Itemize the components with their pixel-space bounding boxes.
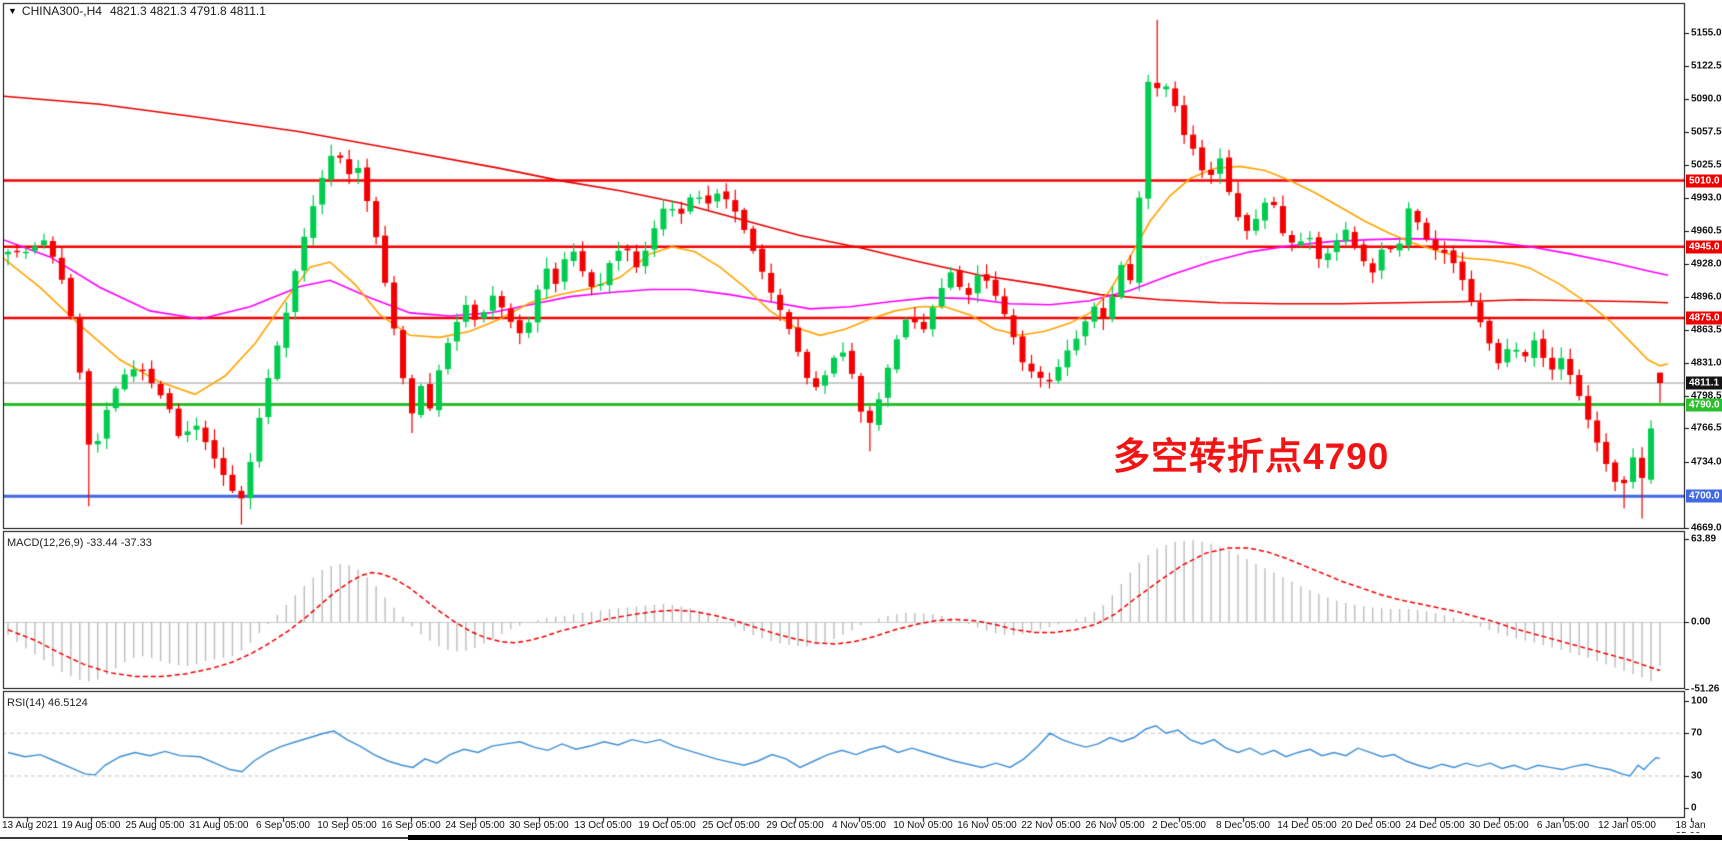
rsi-axis-label: 100 <box>1691 695 1708 707</box>
price-axis-label: 5057.5 <box>1691 126 1722 138</box>
date-axis-label: 26 Nov 05:00 <box>1085 820 1145 831</box>
price-axis[interactable]: 5155.0 5122.5 5090.0 5057.5 5025.5 4993.0 4960… <box>1686 0 1722 841</box>
price-annotation: 多空转折点4790 <box>1113 436 1390 477</box>
date-axis-label: 14 Dec 05:00 <box>1277 820 1337 831</box>
macd-indicator-label: MACD(12,26,9) -33.44 -37.33 <box>7 537 152 549</box>
price-axis-label: 4798.5 <box>1691 390 1722 402</box>
date-axis-label: 2 Dec 05:00 <box>1152 820 1206 831</box>
date-axis-label: 12 Jan 05:00 <box>1598 820 1656 831</box>
price-axis-label: 5155.0 <box>1691 27 1722 39</box>
rsi-axis-label: 0 <box>1691 802 1697 814</box>
rsi-axis-label: 70 <box>1691 727 1703 739</box>
price-axis-label: 4928.0 <box>1691 258 1722 270</box>
price-axis-label: 4896.0 <box>1691 291 1722 303</box>
price-axis-label: 4766.5 <box>1691 422 1722 434</box>
price-axis-label: 4831.0 <box>1691 357 1722 369</box>
date-axis-label: 22 Nov 05:00 <box>1021 820 1081 831</box>
pivot-4790-badge: 4790.0 <box>1686 398 1722 412</box>
date-axis-label: 16 Sep 05:00 <box>381 820 441 831</box>
date-axis-label: 25 Oct 05:00 <box>702 820 760 831</box>
resistance-5010-badge: 5010.0 <box>1686 174 1722 188</box>
macd-axis-label: 63.89 <box>1691 533 1717 545</box>
symbol-period-label: CHINA300-,H4 <box>21 4 102 18</box>
price-axis-label: 4669.0 <box>1691 522 1722 534</box>
date-axis-label: 10 Sep 05:00 <box>317 820 377 831</box>
support-4875-badge: 4875.0 <box>1686 311 1722 325</box>
macd-axis-label: 0.00 <box>1691 616 1711 628</box>
date-axis-label: 19 Oct 05:00 <box>638 820 696 831</box>
price-axis-label: 5025.5 <box>1691 159 1722 171</box>
date-axis-label: 8 Dec 05:00 <box>1216 820 1270 831</box>
ohlc-values: 4821.3 4821.3 4791.8 4811.1 <box>109 4 266 18</box>
date-axis-label: 24 Sep 05:00 <box>445 820 505 831</box>
price-axis-label: 5122.5 <box>1691 60 1722 72</box>
date-axis-label: 10 Nov 05:00 <box>893 820 953 831</box>
bottom-divider-line <box>0 837 408 839</box>
date-axis-label: 29 Oct 05:00 <box>766 820 824 831</box>
date-axis-label: 30 Sep 05:00 <box>509 820 569 831</box>
rsi-axis-label: 30 <box>1691 770 1703 782</box>
date-axis-label: 19 Aug 05:00 <box>61 820 121 831</box>
support-4700-badge: 4700.0 <box>1686 489 1722 503</box>
resistance-4945-badge: 4945.0 <box>1686 240 1722 254</box>
bottom-divider-band <box>408 835 1722 840</box>
bottom-divider <box>0 833 1722 841</box>
price-axis-label: 4993.0 <box>1691 192 1722 204</box>
symbol-dropdown-icon[interactable]: ▼ <box>8 6 17 16</box>
price-axis-label: 5090.0 <box>1691 93 1722 105</box>
time-axis[interactable]: 13 Aug 2021 19 Aug 05:00 25 Aug 05:00 31 Au… <box>0 820 1722 841</box>
date-axis-label: 6 Jan 05:00 <box>1536 820 1590 831</box>
date-axis-label: 31 Aug 05:00 <box>189 820 249 831</box>
price-axis-label: 4863.5 <box>1691 324 1722 336</box>
macd-axis-label: -51.26 <box>1691 683 1720 695</box>
price-axis-label: 4960.5 <box>1691 225 1722 237</box>
date-axis-label: 30 Dec 05:00 <box>1469 820 1529 831</box>
date-axis-label: 4 Nov 05:00 <box>832 820 886 831</box>
date-axis-label: 6 Sep 05:00 <box>256 820 310 831</box>
date-axis-label: 16 Nov 05:00 <box>957 820 1017 831</box>
rsi-indicator-label: RSI(14) 46.5124 <box>7 697 88 709</box>
date-axis-label: 25 Aug 05:00 <box>125 820 185 831</box>
chart-title: ▼ CHINA300-,H4 4821.3 4821.3 4791.8 4811.1 <box>8 4 266 18</box>
date-axis-label: 13 Oct 05:00 <box>574 820 632 831</box>
current-price-badge: 4811.1 <box>1686 376 1722 390</box>
date-axis-label: 24 Dec 05:00 <box>1405 820 1465 831</box>
price-axis-label: 4734.0 <box>1691 456 1722 468</box>
date-axis-label: 20 Dec 05:00 <box>1341 820 1401 831</box>
date-axis-label: 13 Aug 2021 <box>2 820 59 831</box>
